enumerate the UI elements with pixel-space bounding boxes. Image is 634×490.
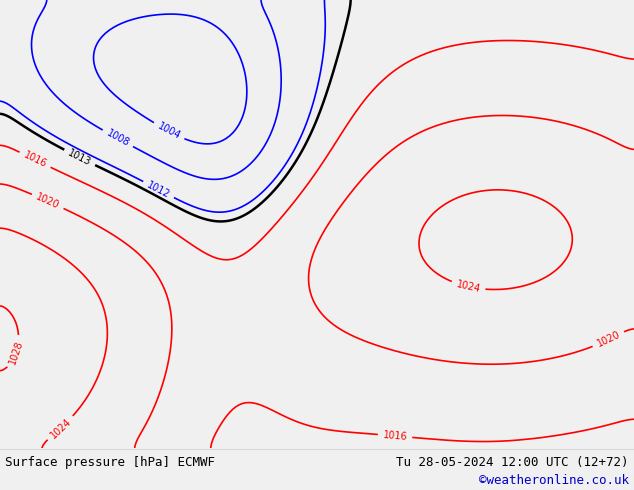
Text: 1016: 1016	[382, 430, 408, 442]
Text: ©weatheronline.co.uk: ©weatheronline.co.uk	[479, 473, 629, 487]
Text: 1004: 1004	[156, 121, 182, 142]
Text: 1024: 1024	[48, 416, 73, 440]
Text: Surface pressure [hPa] ECMWF: Surface pressure [hPa] ECMWF	[5, 456, 215, 469]
Text: 1028: 1028	[8, 339, 25, 366]
Text: 1008: 1008	[105, 128, 131, 148]
Text: 1020: 1020	[34, 192, 61, 211]
Text: 1016: 1016	[22, 150, 48, 170]
Text: Tu 28-05-2024 12:00 UTC (12+72): Tu 28-05-2024 12:00 UTC (12+72)	[396, 456, 629, 469]
Text: 1013: 1013	[67, 147, 93, 168]
Text: 1012: 1012	[145, 179, 172, 200]
Text: 1020: 1020	[595, 330, 622, 349]
Text: 1024: 1024	[455, 279, 481, 294]
